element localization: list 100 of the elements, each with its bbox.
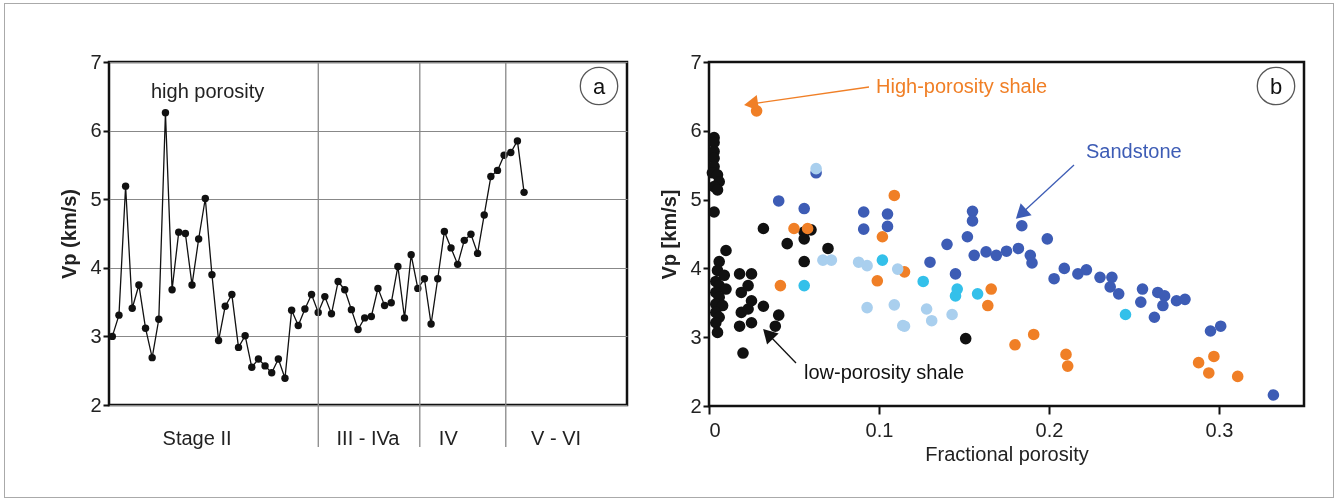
x-tick-label: 0.1: [865, 418, 894, 441]
point: [990, 249, 1003, 262]
x-tick-label: 0: [709, 418, 721, 441]
point: [1104, 281, 1117, 293]
x-axis-title: Fractional porosity: [925, 442, 1089, 465]
point: [985, 283, 998, 295]
point: [735, 286, 748, 299]
point: [1027, 328, 1040, 341]
y-tick-label: 3: [90, 324, 102, 347]
y-tick-label: 6: [690, 119, 702, 142]
point: [1231, 370, 1244, 383]
x-tick-label: 0.2: [1035, 418, 1064, 441]
point: [1157, 299, 1169, 312]
point: [876, 230, 889, 243]
x-tick-label: 0.3: [1205, 418, 1234, 441]
y-axis-title: Vp (km/s): [58, 188, 81, 280]
point: [876, 254, 889, 266]
point: [888, 189, 901, 202]
point: [1061, 360, 1074, 372]
point: [891, 263, 904, 275]
point: [745, 294, 758, 307]
point: [968, 249, 981, 262]
point: [769, 320, 782, 332]
point: [1012, 242, 1025, 255]
y-tick-label: 5: [690, 188, 702, 211]
point: [1026, 257, 1038, 269]
point: [1204, 325, 1217, 337]
point: [1015, 219, 1028, 232]
point: [924, 256, 936, 269]
point: [798, 279, 811, 292]
point: [801, 222, 814, 235]
point: [798, 202, 811, 215]
point: [1041, 233, 1054, 245]
annotation: high porosity: [150, 80, 265, 102]
point: [857, 223, 870, 235]
point: [981, 299, 994, 312]
text: Stage II: [162, 427, 232, 449]
point: [810, 162, 822, 175]
point: [1106, 271, 1118, 284]
point: [711, 326, 724, 339]
point: [1009, 338, 1021, 351]
point: [1179, 293, 1191, 306]
text: V - VI: [531, 427, 582, 449]
point: [718, 269, 731, 282]
point: [920, 303, 933, 315]
point: [772, 195, 785, 207]
point: [925, 314, 938, 327]
point: [1134, 296, 1147, 308]
point: [1136, 283, 1149, 295]
point: [1214, 320, 1227, 332]
point: [951, 283, 964, 295]
point: [709, 316, 722, 329]
y-axis-title: Vp [km/s]: [658, 189, 681, 280]
point: [774, 279, 787, 292]
point: [980, 246, 992, 258]
text: III - IVa: [336, 427, 401, 449]
point: [757, 222, 770, 235]
y-tick-label: 2: [90, 393, 102, 416]
point: [733, 268, 746, 280]
point: [881, 220, 894, 233]
point: [861, 259, 873, 272]
y-tick-label: 7: [690, 50, 702, 73]
point: [798, 255, 811, 268]
point: [720, 244, 732, 257]
point: [961, 230, 974, 243]
text: Sandstone: [1086, 140, 1182, 162]
point: [971, 288, 984, 300]
point: [822, 242, 834, 255]
y-tick-label: 5: [90, 187, 102, 210]
y-tick-label: 4: [690, 256, 702, 279]
point: [917, 275, 930, 288]
point: [1148, 311, 1161, 324]
y-tick-label: 3: [690, 325, 702, 348]
point: [737, 347, 749, 359]
point: [788, 222, 800, 235]
point: [1080, 263, 1093, 276]
point: [1094, 271, 1106, 284]
text: High-porosity shale: [876, 75, 1048, 97]
point: [946, 308, 958, 321]
point: [733, 320, 746, 332]
point: [1112, 288, 1125, 300]
point: [772, 309, 785, 321]
point: [1208, 350, 1220, 363]
point: [720, 283, 732, 295]
series-label: low-porosity shale: [804, 361, 965, 383]
point: [888, 299, 901, 311]
point: [757, 300, 770, 313]
point: [857, 206, 870, 218]
point: [1058, 262, 1071, 275]
point: [1048, 272, 1060, 285]
point: [1202, 367, 1215, 379]
point: [1158, 290, 1171, 302]
point: [1060, 348, 1072, 361]
point: [742, 279, 754, 292]
annotation: b: [1269, 74, 1283, 99]
point: [745, 268, 758, 280]
point: [1072, 268, 1084, 280]
point: [745, 316, 758, 329]
point: [1192, 356, 1205, 369]
point: [861, 301, 873, 314]
